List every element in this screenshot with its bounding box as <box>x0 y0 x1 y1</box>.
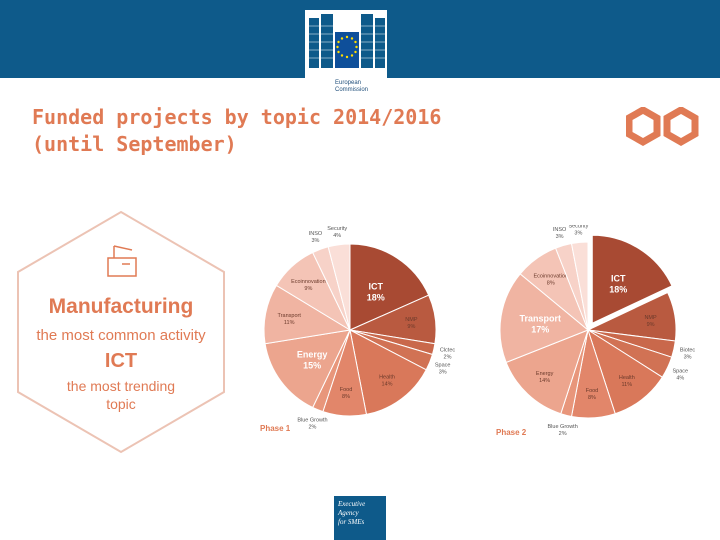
footer-logo-line2: Agency <box>338 509 359 517</box>
pie-2-value-blue-growth: 2% <box>559 431 567 437</box>
pie-2-value-health: 11% <box>622 382 633 388</box>
pie-2-label-space: Space <box>672 368 688 374</box>
eu-stars-icon <box>336 35 358 59</box>
pie-2-slice-transport <box>499 273 589 364</box>
pie-1-title: Phase 1 <box>260 424 291 433</box>
pie-1-value-energy: 15% <box>303 360 321 370</box>
pie-1-slice-health <box>349 329 427 416</box>
pie-2-value-energy: 14% <box>539 378 550 384</box>
pie-2-value-transport: 17% <box>531 324 549 334</box>
pie-1-value-clctec: 2% <box>444 354 452 360</box>
pie-1-label-ecoinnovation: Ecoinnovation <box>291 279 326 285</box>
pie-1-label-ict: ICT <box>369 281 384 291</box>
pie-1-value-inso: 3% <box>311 238 319 244</box>
pie-1-value-health: 14% <box>382 382 393 388</box>
pie-2-value-space: 4% <box>676 375 684 381</box>
pie-charts: ICT18%NMP9%Clctec2%Space3%Health14%Food8… <box>260 225 696 437</box>
pie-2-label-energy: Energy <box>536 371 554 377</box>
pie-1-value-space: 3% <box>439 370 447 376</box>
pie-1-label-food: Food <box>340 387 353 393</box>
easme-logo: Executive Agency for SMEs <box>334 496 386 540</box>
highlight-topic-note: topic <box>106 396 136 412</box>
logo-text-line2: Commission <box>335 87 369 93</box>
pie-2-label-security: Security <box>568 225 588 229</box>
pie-1-slice-ict <box>349 243 430 331</box>
footer-logo-line3: for SMEs <box>338 518 365 526</box>
pie-1-label-energy: Energy <box>297 349 328 359</box>
pie-1-label-clctec: Clctec <box>440 347 456 353</box>
pie-1-value-transport: 11% <box>284 320 295 326</box>
pie-2-value-ecoinnovation: 8% <box>547 281 555 287</box>
pie-2-value-security: 3% <box>574 230 582 236</box>
pie-1-value-blue-growth: 2% <box>308 425 316 431</box>
pie-2-slice-energy <box>505 329 589 415</box>
highlight-trending-note: the most trending <box>66 378 176 394</box>
commission-building-icon <box>309 14 385 68</box>
pie-2-title: Phase 2 <box>496 428 527 437</box>
pie-2-label-ecoinnovation: Ecoinnovation <box>533 274 568 280</box>
pie-1-value-ict: 18% <box>367 292 385 302</box>
pie-1-slice-energy <box>264 329 351 409</box>
logo-text-line1: European <box>335 80 362 86</box>
pie-2-label-inso: INSO <box>553 227 567 233</box>
pie-1-value-nmp: 9% <box>407 324 415 330</box>
factory-icon <box>107 245 137 277</box>
pie-2-label-health: Health <box>619 375 635 381</box>
highlight-ict: ICT <box>104 350 138 372</box>
pie-2-label-ict: ICT <box>611 273 626 283</box>
pie-1-value-security: 4% <box>333 233 341 239</box>
pie-2-label-biotec: Biotec <box>680 347 696 353</box>
pie-1-slice-security <box>327 243 351 331</box>
pie-2-label-nmp: NMP <box>644 315 657 321</box>
pie-2-slice-security <box>570 241 589 331</box>
pie-2-label-food: Food <box>586 388 599 394</box>
pie-2-value-inso: 3% <box>556 234 564 240</box>
pie-1-label-space: Space <box>435 363 451 369</box>
pie-2-label-transport: Transport <box>519 313 561 323</box>
pie-1-value-ecoinnovation: 9% <box>304 286 312 292</box>
pie-2-slice-ict <box>591 234 673 325</box>
pie-1-label-inso: INSO <box>309 231 323 237</box>
page-title: Funded projects by topic 2014/2016 (unti… <box>32 105 442 156</box>
pie-1-label-security: Security <box>327 226 347 232</box>
footer-logo-line1: Executive <box>338 500 366 508</box>
pie-1-label-health: Health <box>379 375 395 381</box>
pie-1-label-blue-growth: Blue Growth <box>297 418 327 424</box>
pie-2-value-ict: 18% <box>609 284 627 294</box>
highlight-manufacturing: Manufacturing <box>48 295 194 318</box>
pie-2-value-nmp: 9% <box>647 322 655 328</box>
pie-2-value-food: 8% <box>588 395 596 401</box>
european-commission-logo: European Commission <box>305 10 387 96</box>
hexagon-logo-icon <box>626 107 699 147</box>
highlight-activity-note: the most common activity <box>36 327 206 344</box>
pie-1-label-nmp: NMP <box>405 317 418 323</box>
pie-2-label-blue-growth: Blue Growth <box>548 424 578 430</box>
pie-1-label-transport: Transport <box>278 313 302 319</box>
pie-1-value-food: 8% <box>342 394 350 400</box>
pie-2-value-biotec: 3% <box>684 354 692 360</box>
